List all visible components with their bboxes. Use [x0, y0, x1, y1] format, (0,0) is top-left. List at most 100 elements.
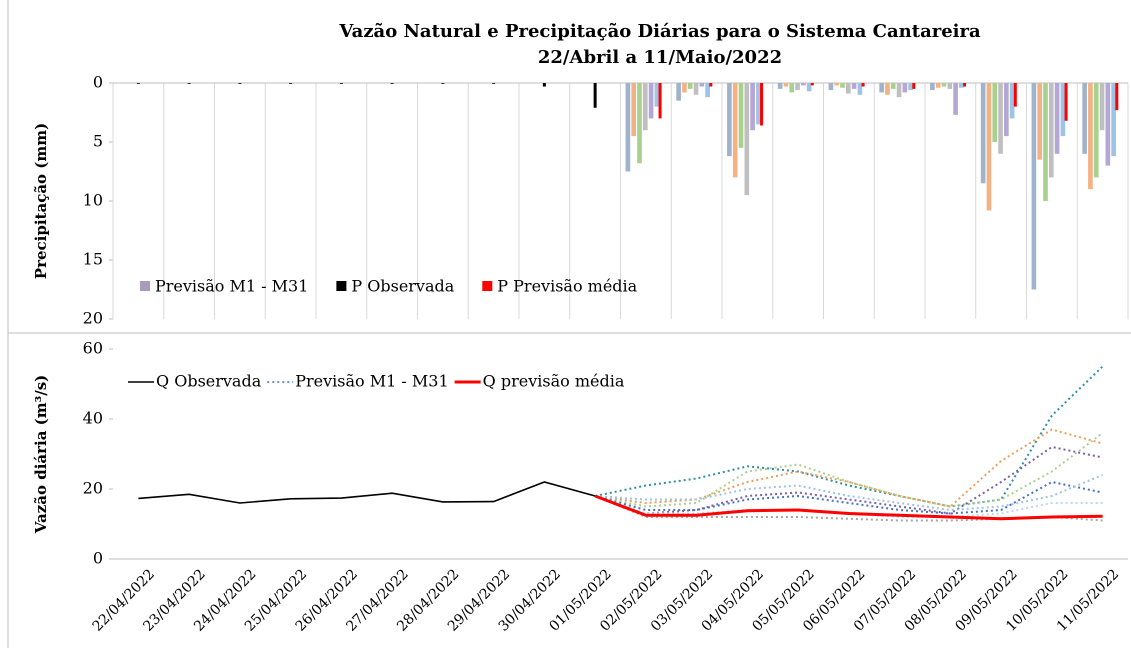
member-line — [594, 480, 1103, 515]
member-bar — [845, 83, 851, 94]
y-tick-label: 20 — [83, 309, 103, 328]
member-bar — [1043, 83, 1048, 201]
member-bar — [851, 83, 857, 89]
member-bar — [998, 83, 1003, 154]
member-bar — [631, 83, 637, 137]
y-axis-title: Precipitação (mm) — [32, 123, 50, 279]
bar — [441, 83, 445, 84]
member-bar — [986, 83, 992, 211]
member-bar — [642, 83, 648, 131]
bar — [187, 83, 191, 84]
member-bar — [625, 83, 631, 172]
member-bar — [783, 83, 789, 87]
member-bar — [834, 83, 840, 86]
member-bar — [1082, 83, 1087, 154]
member-bar — [789, 83, 795, 93]
bar — [658, 83, 662, 119]
chart-subtitle: 22/Abril a 11/Maio/2022 — [538, 47, 782, 68]
bar — [136, 83, 140, 84]
member-bar — [699, 83, 705, 87]
member-bar — [828, 83, 834, 91]
member-bar — [1054, 83, 1060, 154]
member-bar — [1060, 83, 1066, 137]
y-tick-label: 20 — [83, 479, 103, 498]
member-bar — [879, 83, 884, 93]
member-bar — [1048, 83, 1054, 178]
legend-label: Previsão M1 - M31 — [155, 277, 308, 296]
bar — [1013, 83, 1017, 107]
member-bar — [777, 83, 783, 89]
legend-swatch — [482, 281, 493, 291]
legend-swatch — [336, 281, 347, 291]
member-bar — [682, 83, 687, 93]
bar — [1064, 83, 1068, 121]
member-bar — [693, 83, 699, 95]
member-bar — [654, 83, 660, 107]
series-line — [138, 481, 596, 504]
member-bar — [885, 83, 890, 95]
member-bar — [908, 83, 913, 91]
bar — [542, 83, 546, 87]
member-bar — [795, 83, 800, 91]
member-bar — [1009, 83, 1015, 119]
bar — [238, 83, 242, 84]
member-bar — [1031, 83, 1037, 290]
legend-label: Q previsão média — [483, 372, 625, 391]
y-tick-label: 10 — [83, 191, 103, 210]
legend-swatch — [140, 281, 150, 291]
member-bar — [806, 83, 812, 92]
y-tick-label: 15 — [83, 250, 103, 269]
y-tick-label: 60 — [83, 339, 103, 358]
member-bar — [930, 83, 935, 91]
bar — [593, 83, 597, 108]
member-bar — [896, 83, 902, 98]
member-bar — [744, 83, 750, 196]
member-line — [594, 432, 1104, 508]
member-bar — [1037, 83, 1043, 160]
member-bar — [727, 83, 732, 157]
chart-title: Vazão Natural e Precipitação Diárias par… — [338, 21, 981, 42]
series-line — [594, 494, 1103, 521]
member-bar — [941, 83, 947, 87]
y-tick-label: 0 — [93, 549, 103, 568]
member-bar — [756, 83, 761, 125]
member-bar — [1093, 83, 1099, 178]
y-tick-label: 40 — [83, 409, 103, 428]
bar — [912, 83, 916, 89]
member-bar — [980, 83, 986, 184]
member-line — [595, 474, 1103, 512]
member-bar — [992, 83, 998, 142]
legend-label: P Previsão média — [497, 277, 637, 296]
member-bar — [705, 83, 710, 98]
member-bar — [935, 83, 941, 88]
y-tick-label: 5 — [93, 132, 103, 151]
member-bar — [637, 83, 642, 164]
y-tick-label: 0 — [93, 73, 103, 92]
member-bar — [1111, 83, 1116, 157]
bar — [289, 83, 293, 84]
bar — [339, 83, 343, 84]
member-bar — [953, 83, 958, 115]
legend-label: Previsão M1 - M31 — [295, 372, 448, 391]
y-axis-title: Vazão diária (m³/s) — [32, 375, 50, 534]
member-bar — [750, 83, 755, 131]
member-bar — [648, 83, 654, 119]
member-bar — [959, 83, 964, 88]
member-bar — [1004, 83, 1009, 137]
bar — [760, 83, 764, 126]
member-bar — [738, 83, 744, 148]
member-bar — [1099, 83, 1105, 131]
bar — [861, 83, 865, 87]
member-bar — [947, 83, 953, 89]
member-bar — [902, 83, 908, 93]
member-bar — [857, 83, 863, 95]
bar — [390, 83, 394, 84]
member-bar — [1105, 83, 1111, 166]
bar — [963, 83, 967, 87]
member-bar — [1088, 83, 1093, 190]
member-line — [594, 428, 1103, 508]
member-bar — [732, 83, 738, 178]
legend-label: P Observada — [351, 277, 454, 296]
